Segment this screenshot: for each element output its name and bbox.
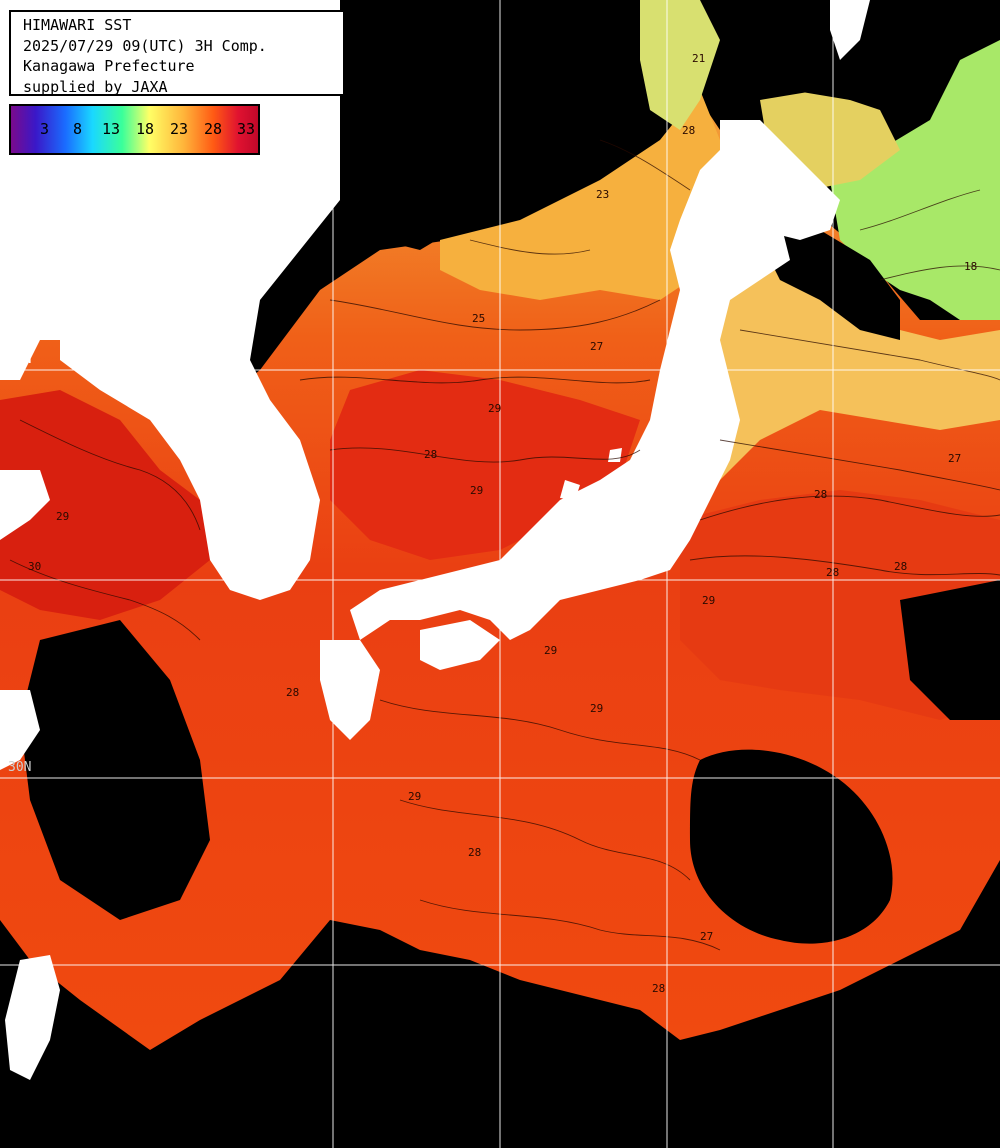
contour-label: 23 [596, 188, 609, 201]
contour-label: 18 [964, 260, 977, 273]
contour-label: 28 [652, 982, 665, 995]
contour-label: 29 [470, 484, 483, 497]
contour-label: 27 [590, 340, 603, 353]
legend-tick: 28 [204, 120, 223, 138]
sea-cool-northeast [680, 250, 1000, 520]
land-noto-island [560, 480, 580, 500]
cloud-patch-typhoon [690, 749, 893, 944]
sea-cool-north [440, 90, 740, 300]
contour-label: 28 [894, 560, 907, 573]
contour-label: 25 [472, 312, 485, 325]
legend-tick: 3 [40, 120, 50, 138]
land-honshu [350, 150, 790, 640]
land-kyushu [320, 640, 380, 740]
cloud-patch-sakhalin [760, 230, 900, 340]
contour-label: 28 [814, 488, 827, 501]
legend-tick: 23 [170, 120, 189, 138]
land-taiwan [5, 955, 60, 1080]
contour-label: 21 [692, 52, 705, 65]
sea-cold-okhotsk [830, 40, 1000, 320]
contour-lines [9, 139, 1000, 951]
sea-warm-core-west [0, 390, 210, 620]
cloud-patch-north [340, 0, 640, 250]
contour-label: 28 [286, 686, 299, 699]
contour-label: 28 [682, 124, 695, 137]
region-label: Kanagawa Prefecture [23, 57, 195, 75]
contour-label: 29 [488, 402, 501, 415]
sea-cold-north-strip [640, 0, 720, 130]
legend-tick: 33 [237, 120, 256, 138]
contour-label: 29 [590, 702, 603, 715]
land-china-coast [0, 470, 50, 540]
land-shandong [0, 690, 40, 770]
contour-label: 29 [702, 594, 715, 607]
latitude-label: 40N [8, 352, 32, 367]
observation-datetime: 2025/07/29 09(UTC) 3H Comp. [23, 36, 267, 55]
product-title: HIMAWARI SST [23, 16, 132, 34]
contour-label: 28 [424, 448, 437, 461]
land-hokkaido [720, 120, 840, 240]
land-ulleung [400, 128, 425, 165]
legend-tick: 18 [136, 120, 155, 138]
contour-label: 28 [826, 566, 839, 579]
map-title-box: HIMAWARI SST 2025/07/29 09(UTC) 3H Comp.… [9, 10, 345, 96]
cloud-patch-southwest [20, 620, 210, 920]
contour-label: 28 [468, 846, 481, 859]
cloud-patch-east [900, 580, 1000, 720]
contour-labels: 21 28 23 18 25 27 29 30 28 29 27 28 29 2… [28, 52, 977, 995]
land-sakhalin [830, 0, 870, 60]
legend-tick: 8 [73, 120, 83, 138]
contour-label: 27 [948, 452, 961, 465]
contour-label: 29 [544, 644, 557, 657]
contour-label: 27 [700, 930, 713, 943]
temperature-color-legend: 3 8 13 18 23 28 33 [9, 104, 260, 155]
data-credit: supplied by JAXA [23, 77, 168, 96]
latitude-label: 30N [8, 760, 32, 775]
contour-label: 29 [408, 790, 421, 803]
land-sado-island [608, 448, 622, 462]
legend-tick: 13 [102, 120, 121, 138]
contour-label: 30 [28, 560, 41, 573]
contour-label: 29 [56, 510, 69, 523]
land-shikoku [420, 620, 500, 670]
